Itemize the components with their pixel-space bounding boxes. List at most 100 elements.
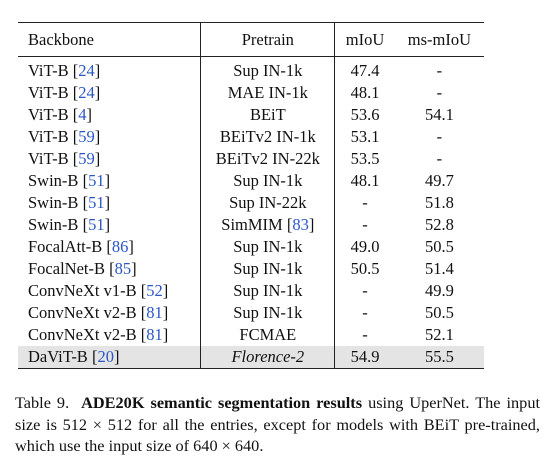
miou-value: 54.9 — [350, 347, 380, 366]
citation-ref: 81 — [146, 325, 163, 344]
ms-miou-cell: 51.4 — [395, 258, 484, 280]
citation-ref: 59 — [78, 127, 95, 146]
miou-value: 48.1 — [350, 171, 380, 190]
citation-ref: 85 — [114, 259, 132, 278]
miou-cell: 54.9 — [334, 346, 395, 369]
table-caption: Table 9. ADE20K semantic segmentation re… — [15, 392, 540, 457]
ms-miou-value: 50.5 — [424, 303, 454, 322]
miou-cell: - — [335, 280, 395, 302]
citation-ref: 51 — [88, 193, 105, 212]
table-row: ViT-B [24] Sup IN-1k 47.4 - — [18, 56, 484, 83]
backbone-name: ConvNeXt v1-B — [28, 281, 137, 300]
backbone-name: ViT-B — [28, 127, 69, 146]
pretrain-name: BEiTv2 IN-22k — [215, 149, 320, 168]
pretrain-cell: Sup IN-1k — [200, 258, 336, 280]
backbone-cell: DaViT-B [20] — [18, 346, 202, 369]
miou-value: 53.6 — [350, 105, 380, 124]
pretrain-cell: BEiT — [200, 104, 336, 126]
backbone-name: ConvNeXt v2-B — [28, 303, 137, 322]
miou-cell: - — [335, 302, 395, 324]
backbone-name: FocalAtt-B — [28, 237, 103, 256]
miou-cell: 50.5 — [335, 258, 395, 280]
table-body: ViT-B [24] Sup IN-1k 47.4 - ViT-B [24] MAE IN… — [18, 56, 484, 369]
pretrain-cell: SimMIM [83] — [200, 214, 336, 236]
pretrain-cell: BEiTv2 IN-22k — [200, 148, 336, 170]
miou-cell: - — [335, 192, 395, 214]
ms-miou-value: - — [436, 83, 443, 102]
backbone-name: ViT-B — [28, 149, 69, 168]
pretrain-cell: Florence-2 — [200, 346, 336, 369]
table-row: FocalAtt-B [86] Sup IN-1k 49.0 50.5 — [18, 236, 484, 258]
backbone-cell: ViT-B [4] — [18, 104, 202, 126]
citation-ref: 86 — [111, 237, 129, 256]
ms-miou-value: 51.4 — [424, 259, 454, 278]
ms-miou-cell: 50.5 — [395, 236, 484, 258]
ms-miou-cell: 54.1 — [395, 104, 484, 126]
pretrain-cell: BEiTv2 IN-1k — [200, 126, 336, 148]
ms-miou-cell: 55.5 — [394, 346, 484, 369]
ms-miou-value: - — [436, 127, 443, 146]
pretrain-cell: Sup IN-1k — [200, 280, 336, 302]
table-row: ConvNeXt v2-B [81] Sup IN-1k - 50.5 — [18, 302, 484, 324]
backbone-cell: ViT-B [59] — [18, 126, 202, 148]
miou-value: 53.1 — [350, 127, 380, 146]
citation-ref: 59 — [78, 149, 95, 168]
table-row: ConvNeXt v1-B [52] Sup IN-1k - 49.9 — [18, 280, 484, 302]
ms-miou-value: 52.1 — [424, 325, 454, 344]
citation-ref: 4 — [78, 105, 87, 124]
table-row: Swin-B [51] SimMIM [83] - 52.8 — [18, 214, 484, 236]
ms-miou-value: 55.5 — [424, 347, 454, 366]
pretrain-name: Sup IN-1k — [233, 171, 303, 190]
citation-ref: 24 — [78, 61, 95, 80]
ms-miou-value: 52.8 — [424, 215, 454, 234]
citation-ref: 81 — [146, 303, 163, 322]
table-row: ViT-B [4] BEiT 53.6 54.1 — [18, 104, 484, 126]
miou-cell: 47.4 — [335, 57, 395, 83]
ms-miou-value: 49.9 — [424, 281, 454, 300]
miou-cell: 53.1 — [335, 126, 395, 148]
pretrain-cell: Sup IN-22k — [200, 192, 336, 214]
ms-miou-cell: - — [395, 82, 484, 104]
backbone-name: ConvNeXt v2-B — [28, 325, 137, 344]
backbone-cell: FocalNet-B [85] — [18, 258, 202, 280]
pretrain-name: FCMAE — [239, 325, 297, 344]
table-row: DaViT-B [20] Florence-2 54.9 55.5 — [18, 346, 484, 369]
backbone-name: DaViT-B — [28, 347, 88, 366]
pretrain-cell: FCMAE — [200, 324, 336, 346]
backbone-name: Swin-B — [28, 215, 79, 234]
backbone-cell: Swin-B [51] — [18, 214, 202, 236]
miou-cell: 48.1 — [335, 170, 395, 192]
backbone-cell: ViT-B [24] — [18, 56, 202, 82]
ms-miou-value: 50.5 — [424, 237, 454, 256]
miou-value: - — [362, 281, 368, 300]
pretrain-name: Sup IN-1k — [233, 303, 303, 322]
table-row: ViT-B [59] BEiTv2 IN-22k 53.5 - — [18, 148, 484, 170]
caption-size-b: 640 × 640 — [193, 436, 260, 455]
table-row: Swin-B [51] Sup IN-22k - 51.8 — [18, 192, 484, 214]
caption-bold-title: ADE20K semantic segmentation results — [81, 393, 363, 412]
miou-cell: 48.1 — [335, 82, 395, 104]
pretrain-name: Sup IN-1k — [233, 237, 303, 256]
backbone-name: FocalNet-B — [28, 259, 105, 278]
backbone-cell: FocalAtt-B [86] — [18, 236, 202, 258]
ms-miou-cell: 49.9 — [395, 280, 484, 302]
table-row: FocalNet-B [85] Sup IN-1k 50.5 51.4 — [18, 258, 484, 280]
ms-miou-value: 54.1 — [424, 105, 454, 124]
backbone-name: ViT-B — [28, 105, 69, 124]
ms-miou-cell: 51.8 — [395, 192, 484, 214]
table-row: Swin-B [51] Sup IN-1k 48.1 49.7 — [18, 170, 484, 192]
header-pretrain: Pretrain — [200, 22, 336, 57]
ms-miou-cell: 52.1 — [395, 324, 484, 346]
pretrain-name: BEiT — [249, 105, 286, 124]
header-miou: mIoU — [334, 22, 395, 57]
table-row: ConvNeXt v2-B [81] FCMAE - 52.1 — [18, 324, 484, 346]
pretrain-name: MAE IN-1k — [227, 83, 308, 102]
miou-value: 49.0 — [350, 237, 380, 256]
backbone-cell: ConvNeXt v2-B [81] — [18, 324, 202, 346]
citation-ref: 51 — [88, 215, 105, 234]
backbone-cell: ViT-B [24] — [18, 82, 202, 104]
citation-ref: 20 — [97, 347, 114, 366]
ms-miou-cell: - — [395, 57, 484, 83]
caption-size-a: 512 × 512 — [62, 414, 133, 434]
backbone-name: ViT-B — [28, 61, 69, 80]
